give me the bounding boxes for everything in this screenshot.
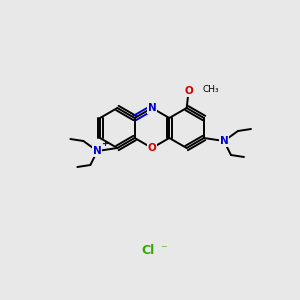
Text: ⁻: ⁻ [160,244,166,256]
Text: N: N [148,103,156,113]
Text: N: N [93,146,102,156]
Text: Cl: Cl [141,244,154,256]
Text: CH₃: CH₃ [202,85,219,94]
Text: O: O [148,143,156,153]
Text: N: N [220,136,228,146]
Text: +: + [101,140,108,148]
Text: O: O [184,86,193,96]
